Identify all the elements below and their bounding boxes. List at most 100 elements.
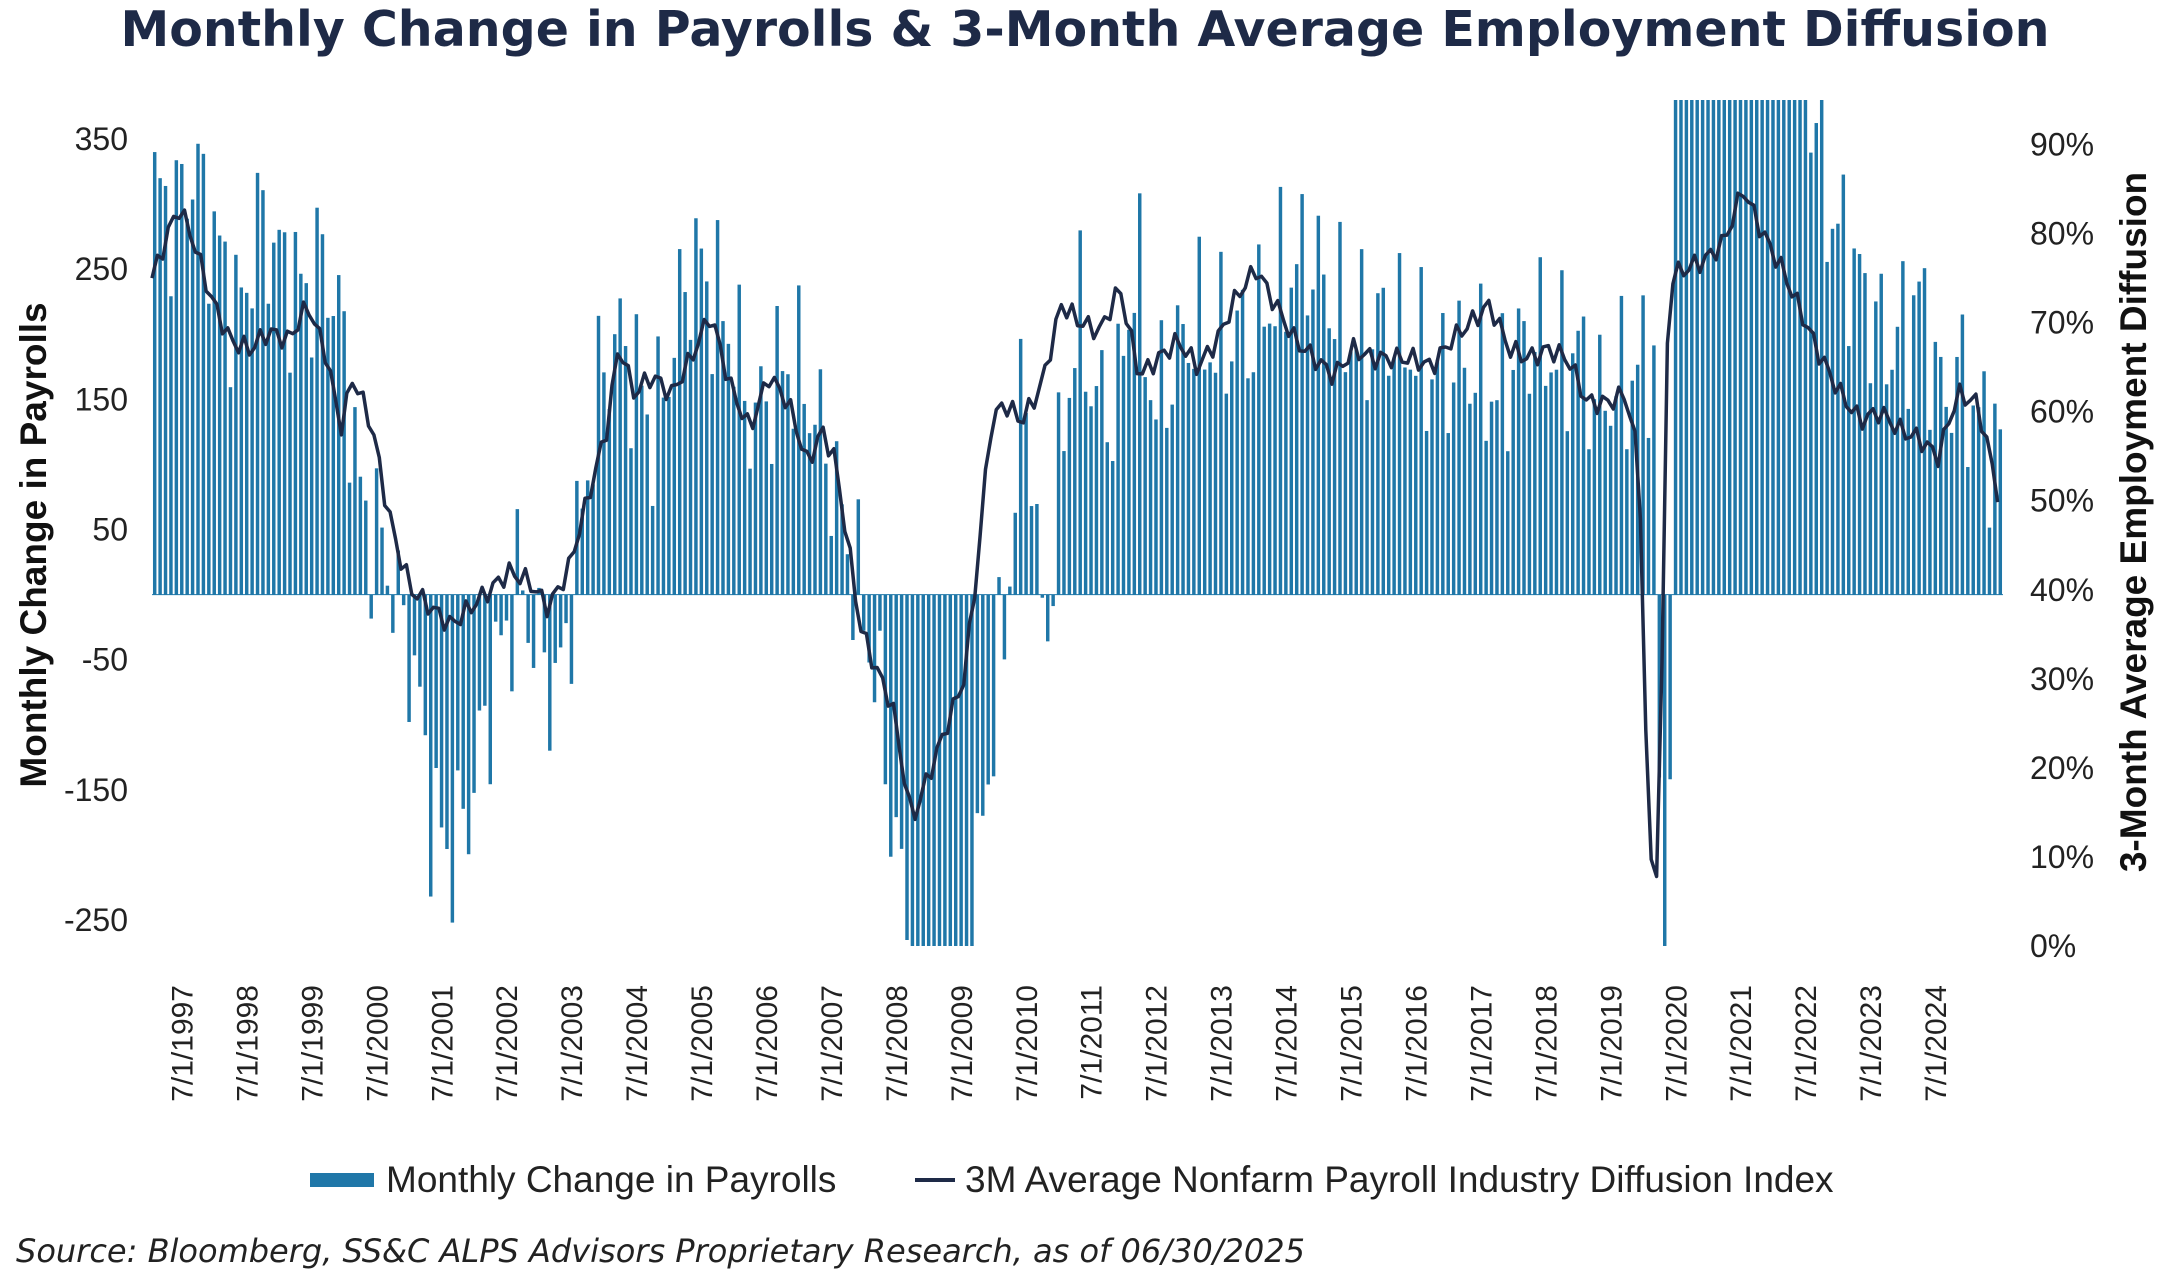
payroll-bar bbox=[472, 594, 476, 793]
payroll-bar bbox=[1603, 410, 1607, 595]
payroll-bar bbox=[293, 231, 298, 595]
payroll-bar bbox=[1143, 377, 1147, 595]
payroll-bar bbox=[526, 594, 530, 643]
payroll-bar bbox=[1852, 248, 1856, 595]
payroll-bar bbox=[1262, 326, 1266, 595]
payroll-bar bbox=[1576, 330, 1580, 595]
payroll-bar bbox=[1792, 100, 1797, 595]
x-tick-label: 7/1/2001 bbox=[426, 985, 459, 1102]
payroll-bar bbox=[645, 414, 649, 595]
payroll-bar bbox=[607, 409, 612, 595]
payroll-bar bbox=[623, 346, 628, 595]
payroll-bar bbox=[943, 594, 947, 946]
payroll-bar bbox=[1895, 326, 1900, 595]
x-tick-label: 7/1/2015 bbox=[1336, 985, 1369, 1102]
payroll-bar bbox=[1592, 399, 1597, 595]
payroll-bar bbox=[521, 590, 525, 595]
payroll-bar bbox=[905, 594, 909, 940]
payroll-bar bbox=[456, 594, 460, 771]
payroll-bar bbox=[255, 172, 260, 595]
payroll-bar bbox=[1522, 321, 1526, 595]
payroll-bar bbox=[1414, 375, 1418, 595]
payroll-bar bbox=[1202, 369, 1207, 595]
payroll-bar bbox=[1311, 289, 1315, 595]
right-axis-label: 3-Month Average Employment Diffusion bbox=[2113, 172, 2154, 872]
payroll-bar bbox=[1484, 440, 1488, 595]
payroll-bar bbox=[845, 554, 850, 595]
payroll-bar bbox=[1560, 270, 1564, 595]
payroll-bar bbox=[1960, 314, 1965, 595]
payroll-bar bbox=[926, 594, 931, 946]
x-tick-label: 7/1/2014 bbox=[1271, 985, 1304, 1102]
payroll-bar bbox=[1089, 406, 1093, 595]
payroll-bar bbox=[1625, 449, 1629, 595]
payroll-bar bbox=[434, 594, 438, 768]
payroll-bar bbox=[1354, 349, 1358, 595]
payroll-bar bbox=[1987, 527, 1992, 595]
payroll-bar bbox=[1890, 369, 1894, 595]
payroll-bar bbox=[201, 153, 206, 595]
payroll-bar bbox=[1273, 326, 1277, 595]
left-tick-label: 250 bbox=[75, 251, 128, 287]
payroll-bar bbox=[353, 407, 357, 595]
left-tick-label: -150 bbox=[64, 772, 128, 808]
payroll-bar bbox=[705, 281, 709, 595]
payroll-bar bbox=[878, 594, 882, 631]
payroll-bar bbox=[1922, 268, 1927, 595]
left-tick-label: -250 bbox=[64, 902, 128, 938]
payroll-bar bbox=[764, 401, 769, 595]
x-tick-label: 7/1/2008 bbox=[881, 985, 914, 1102]
payroll-bar bbox=[1478, 283, 1483, 595]
payroll-bar bbox=[1332, 339, 1337, 595]
payroll-bar bbox=[1738, 100, 1743, 595]
payroll-bar bbox=[991, 594, 996, 777]
payroll-bar bbox=[1619, 295, 1624, 595]
payroll-bar bbox=[1506, 451, 1510, 595]
payroll-bar bbox=[1765, 100, 1770, 595]
payroll-bar bbox=[272, 242, 276, 595]
payroll-bar bbox=[180, 163, 184, 595]
right-axis-ticks: 90% 80% 70% 60% 50% 40% 30% 20% 10% 0% bbox=[2030, 127, 2094, 965]
payroll-bar bbox=[721, 321, 725, 595]
payroll-bar bbox=[656, 336, 660, 595]
payroll-bar bbox=[1760, 100, 1764, 595]
payroll-bar bbox=[1446, 433, 1450, 595]
payroll-bar bbox=[1040, 594, 1045, 598]
payroll-bar bbox=[726, 343, 731, 595]
payroll-bar bbox=[1018, 338, 1023, 595]
chart-title: Monthly Change in Payrolls & 3-Month Ave… bbox=[120, 1, 2049, 58]
payroll-bar bbox=[374, 468, 379, 595]
payroll-bar bbox=[1359, 249, 1364, 595]
payroll-bar bbox=[1868, 383, 1873, 595]
left-tick-label: 350 bbox=[75, 121, 128, 157]
payroll-bar bbox=[510, 594, 514, 692]
payroll-bar bbox=[1884, 384, 1889, 595]
payroll-bar bbox=[1267, 323, 1272, 595]
payroll-bar bbox=[1278, 186, 1283, 595]
payroll-bar bbox=[315, 207, 319, 595]
payroll-bar bbox=[1013, 512, 1017, 595]
payroll-bar bbox=[1771, 100, 1775, 595]
x-tick-label: 7/1/2004 bbox=[621, 985, 654, 1102]
payroll-bar bbox=[1933, 341, 1938, 595]
payroll-bar bbox=[1105, 442, 1109, 595]
payroll-bar bbox=[1457, 300, 1461, 595]
payroll-bar bbox=[347, 482, 352, 595]
payroll-bar bbox=[618, 298, 622, 595]
payroll-bar bbox=[824, 463, 828, 595]
legend-line-label: 3M Average Nonfarm Payroll Industry Diff… bbox=[965, 1159, 1834, 1200]
payroll-bar bbox=[1100, 350, 1104, 595]
payroll-bar bbox=[1430, 379, 1434, 595]
x-tick-label: 7/1/2012 bbox=[1141, 985, 1174, 1102]
payroll-bar bbox=[742, 400, 747, 595]
payroll-bar bbox=[304, 283, 308, 595]
payroll-bar bbox=[1608, 425, 1613, 595]
payroll-bar bbox=[1706, 100, 1710, 595]
payroll-bar bbox=[921, 594, 925, 946]
payroll-bar bbox=[244, 292, 249, 595]
x-tick-label: 7/1/2003 bbox=[556, 985, 589, 1102]
payroll-bar bbox=[780, 371, 785, 595]
payroll-bar bbox=[1224, 393, 1229, 595]
payroll-bar bbox=[228, 387, 233, 595]
payroll-bar bbox=[1148, 400, 1153, 595]
